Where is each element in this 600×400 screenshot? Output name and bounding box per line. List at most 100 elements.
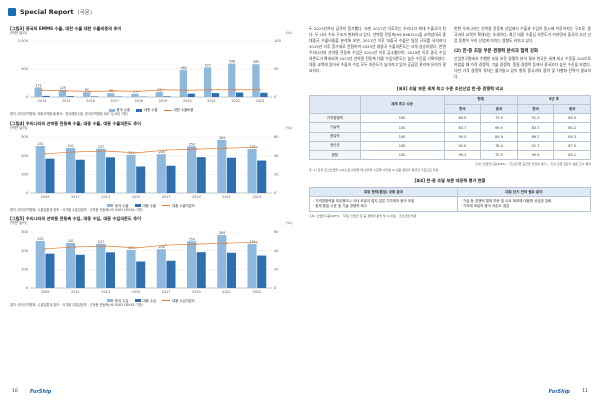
table-1-col-base: 세계 최고 수준 [359,94,445,115]
y-tick-right: 0 [274,96,277,100]
x-tick-label: 2009 [41,195,50,199]
table-cell: 69.5 [480,122,518,133]
bar-secondary [90,96,99,98]
table-cell: 83.7 [516,122,555,133]
y-tick-right: 0 [274,191,277,195]
legend-label: 한국 수입 [114,298,129,303]
bar-primary [66,242,76,288]
line-point [113,90,116,92]
figure-1-legend: 중국 수출 대한 수출 대한 수출비중 [10,107,292,112]
legend-label: 대중 수출 [142,203,157,208]
line-point [74,245,77,248]
bar-primary [58,90,66,98]
table-cell: 100 [359,140,445,152]
dependency-line [42,89,260,93]
table-1-sub-header: 중국 [480,104,518,115]
bar-primary [217,139,227,193]
table-row: · 가격경쟁력을 보유했으나 국내 조달이 많지 않은 기자재의 중국 조달 ·… [309,196,592,213]
paragraph-2: 한편 우리나라는 선박용 전동축 산업에서 수출과 수입이 동시에 이루어지는 … [454,26,591,43]
data-label: 172 [35,84,41,88]
x-tick-label: 2014 [38,99,47,103]
bar-secondary [226,157,236,193]
figure-2-source: 출처: 한국무역협회, 수출입통계 참조 · 국가별 수출입정보 · 선박용 전… [10,207,143,212]
bar-primary [156,248,166,288]
x-tick-label: 2013 [101,195,110,199]
data-label: 129 [60,86,66,90]
x-tick-label: 2022 [231,99,240,103]
figure-3-chart: 3002001000604020025220092412011237201320… [21,230,279,294]
table-cell: 생산성 [309,140,361,152]
bar-secondary [196,156,206,193]
table-cell: 100 [359,150,445,161]
figure-1: [그림3] 중국의 EMMS 수출, 대한 수출 대한 수출비중의 추이 (백만… [10,26,292,117]
data-label: 237 [98,144,104,148]
table-cell: 가격경쟁력 [309,113,361,124]
table-1-title: [표3] 조달 부문 세계 최고 수준 조선산업 한·중 경쟁력 비교 [396,85,504,91]
legend-label: 대중 수입 [142,298,157,303]
table-row: 품질력 100 90.5 84.9 89.7 89.3 [309,131,591,142]
data-label: 596 [229,60,235,64]
legend-item: 대중 수출 [134,203,157,208]
header-title: Special Report [20,8,74,16]
figure-3-legend: 한국 수입 대중 수입 대중 수입의존도 [10,298,292,303]
line-point [41,89,43,92]
legend-item: 한국 수입 [106,298,129,303]
table-row: 가격경쟁력 100 89.9 73.9 91.3 85.5 [309,113,591,124]
table-2-source: 출처: 산업연구원(KIET), 「주요 산업군 한·중 경쟁력 분석 및 시사… [309,214,417,219]
y-tick-left: 300 [21,230,29,234]
y-tick-right: 40 [274,249,279,253]
figure-1-unit-left: (백만 달러) [10,31,28,36]
y-tick-right: 20 [274,172,279,176]
table-1-sub-header: 중국 [553,104,591,115]
line-point [44,152,46,155]
bar-primary [156,153,166,193]
brand-logo-left: ForShip [30,389,52,395]
data-label: 484 [181,66,187,70]
y-tick-left: 0 [26,191,29,195]
table-1-source: 출처: 산업연구원(KIET), 「조선산업 공급망 안정성 평가」 조선 산업… [475,162,591,167]
legend-label: 대중 수입의존도 [172,298,196,303]
table-cell: 78.4 [480,140,518,152]
text-column-right: 한편 우리나라는 선박용 전동축 산업에서 수출과 수입이 동시에 이루어지는 … [454,26,591,80]
bar-secondary [187,93,195,98]
table-cell: 90.9 [516,150,555,161]
x-tick-label: 2023 [253,290,262,294]
table-row: 생산성 100 92.0 78.4 91.7 87.5 [309,140,591,152]
legend-label: 중국 수출 [116,108,131,113]
table-2-header: 대응 협력(품질) 강화 분야 [309,187,458,198]
table-cell: 92.0 [443,140,482,152]
x-tick-label: 2023 [256,99,265,103]
bar-secondary [136,166,146,193]
table-cell: 91.7 [516,140,555,152]
x-tick-label: 2018 [135,99,144,103]
legend-item: 중국 수출 [108,107,131,113]
x-tick-label: 2020 [183,99,192,103]
table-cell: 100 [359,122,445,133]
section-heading: (2) 한·중 조달 부문 경쟁력 분석과 협력 강화 [454,48,539,54]
page-number-right: 11 [582,389,588,394]
data-label: 208 [159,150,165,154]
data-label: 57 [133,90,137,94]
bar-primary [247,148,257,193]
x-tick-label: 2011 [71,290,80,294]
x-tick-label: 2017 [162,290,171,294]
bar-primary [96,148,106,193]
y-tick-right: 20 [274,267,279,271]
bar-secondary [226,252,236,288]
table-1-group-now: 현재 [443,94,518,106]
bar-secondary [136,261,146,288]
table-1-sub-header: 한국 [516,104,555,115]
line-point [195,147,198,150]
legend-item: 대중 수출의존도 [162,203,195,208]
bar-primary [131,94,139,98]
bar-secondary [166,260,176,288]
y-tick-left: 200 [21,153,29,157]
bar-primary [107,93,115,98]
figure-2-legend: 한국 수출 대중 수출 대중 수출의존도 [10,203,292,208]
table-cell: 83.7 [443,122,482,133]
table-cell: 89.7 [516,131,555,142]
x-tick-label: 2019 [192,195,201,199]
figure-2-unit-right: (%) [285,126,292,131]
data-label: 241 [68,239,74,243]
dependency-line [45,146,257,154]
